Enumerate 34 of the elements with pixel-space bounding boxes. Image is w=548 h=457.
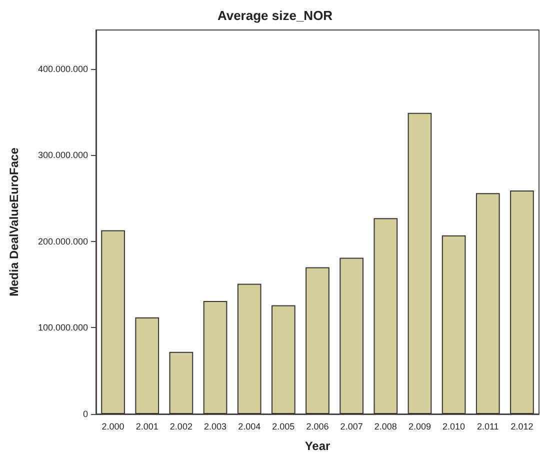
x-tick-label: 2.010 [442, 422, 466, 432]
x-tick-label: 2.004 [238, 422, 261, 432]
bar [271, 305, 296, 414]
bar [442, 235, 466, 414]
bar [510, 190, 534, 414]
bar [340, 258, 364, 414]
bar [101, 230, 125, 414]
x-tick-label: 2.002 [170, 422, 192, 432]
x-tick-label: 2.001 [136, 422, 158, 432]
y-tick-label: 0 [82, 409, 88, 419]
x-axis-title: Year [304, 439, 331, 453]
bar [203, 300, 228, 414]
bar [306, 267, 330, 414]
y-axis-title: Media DealValueEuroFace [7, 147, 21, 296]
y-tick-label: 100.000.000 [38, 322, 88, 333]
bar [408, 112, 432, 414]
bar [237, 284, 262, 414]
x-tick-label: 2.007 [340, 422, 363, 432]
x-tick-label: 2.005 [272, 422, 295, 432]
x-tick-label: 2.012 [510, 422, 534, 432]
bar [169, 352, 194, 414]
y-tick-label: 400.000.000 [38, 64, 88, 74]
x-tick-label: 2.011 [476, 422, 499, 432]
x-tick-label: 2.000 [102, 422, 124, 432]
x-tick-label: 2.009 [408, 422, 431, 432]
bar [374, 218, 398, 414]
x-tick-label: 2.006 [306, 422, 329, 432]
chart-title: Average size_NOR [217, 8, 334, 23]
x-tick-label: 2.003 [204, 422, 227, 432]
bar [476, 193, 500, 414]
y-tick-label: 200.000.000 [38, 236, 88, 246]
bar [135, 317, 160, 414]
y-tick-label: 300.000.000 [38, 150, 88, 160]
x-tick-label: 2.008 [374, 422, 397, 432]
